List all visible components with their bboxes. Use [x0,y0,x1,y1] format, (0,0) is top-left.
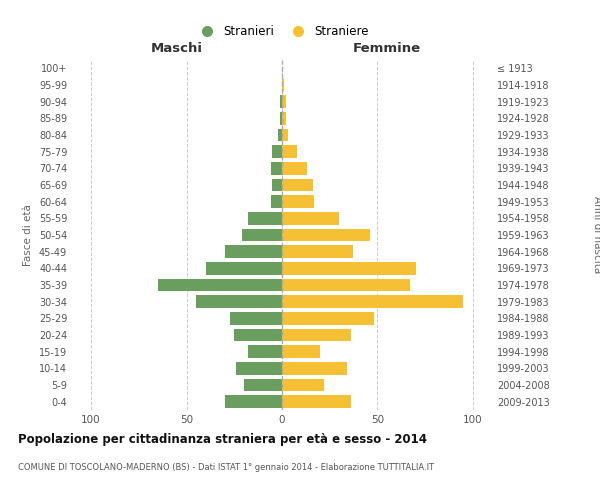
Bar [242,229,282,241]
Bar [282,329,351,341]
Bar [282,112,286,124]
Bar [282,229,370,241]
Bar [225,246,282,258]
Bar [282,146,297,158]
Bar [206,262,282,274]
Bar [271,162,282,174]
Bar [282,212,339,224]
Bar [225,396,282,408]
Bar [244,379,282,391]
Bar [158,279,282,291]
Text: COMUNE DI TOSCOLANO-MADERNO (BS) - Dati ISTAT 1° gennaio 2014 - Elaborazione TUT: COMUNE DI TOSCOLANO-MADERNO (BS) - Dati … [18,462,434,471]
Bar [282,79,284,92]
Bar [236,362,282,374]
Bar [282,162,307,174]
Text: Maschi: Maschi [151,42,203,55]
Bar [282,246,353,258]
Bar [278,129,282,141]
Bar [282,396,351,408]
Bar [282,312,374,324]
Bar [282,129,288,141]
Bar [280,112,282,124]
Bar [282,296,463,308]
Bar [282,179,313,192]
Bar [282,262,416,274]
Text: Femmine: Femmine [353,42,421,55]
Bar [272,146,282,158]
Bar [282,362,347,374]
Bar [196,296,282,308]
Bar [248,212,282,224]
Bar [280,96,282,108]
Bar [282,379,324,391]
Bar [282,279,410,291]
Bar [282,346,320,358]
Bar [282,196,314,208]
Bar [248,346,282,358]
Bar [234,329,282,341]
Bar [272,179,282,192]
Bar [230,312,282,324]
Y-axis label: Fasce di età: Fasce di età [23,204,33,266]
Bar [271,196,282,208]
Legend: Stranieri, Straniere: Stranieri, Straniere [190,20,374,43]
Y-axis label: Anni di nascita: Anni di nascita [592,196,600,274]
Text: Popolazione per cittadinanza straniera per età e sesso - 2014: Popolazione per cittadinanza straniera p… [18,432,427,446]
Bar [282,96,286,108]
